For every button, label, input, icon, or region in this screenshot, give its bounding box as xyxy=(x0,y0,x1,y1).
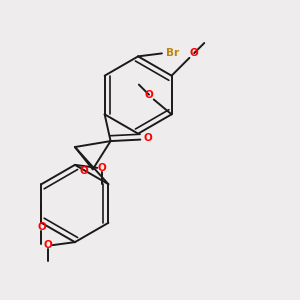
Text: O: O xyxy=(190,48,198,59)
Text: O: O xyxy=(44,240,52,250)
Text: O: O xyxy=(37,222,46,232)
Text: O: O xyxy=(143,133,152,143)
Text: O: O xyxy=(97,163,106,173)
Text: O: O xyxy=(80,166,88,176)
Text: Br: Br xyxy=(166,48,179,59)
Text: O: O xyxy=(145,90,154,100)
